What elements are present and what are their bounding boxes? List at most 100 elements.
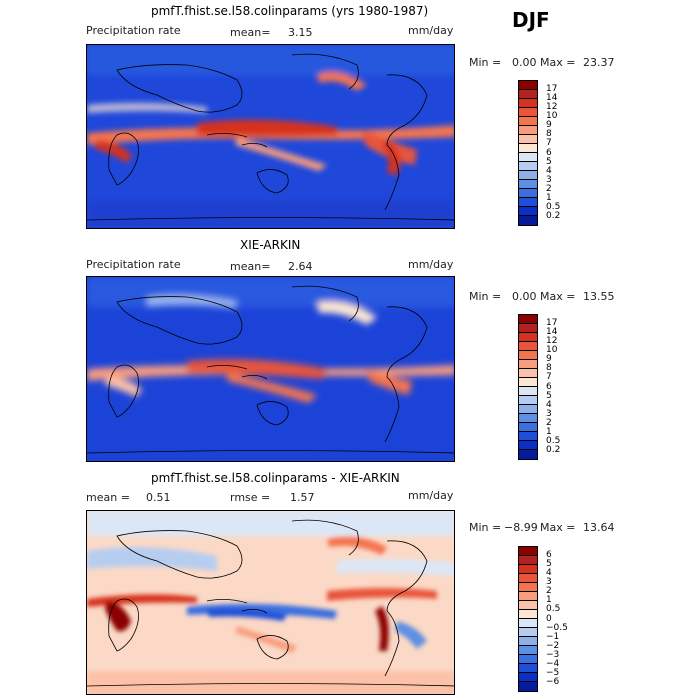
colorbar-tick-label: −5: [546, 668, 560, 679]
colorbar-swatch: [519, 351, 537, 360]
colorbar-swatch: [519, 117, 537, 126]
panel2-colorbar: [518, 314, 538, 460]
panel1-min-label: Min =: [469, 56, 502, 69]
colorbar-swatch: [519, 108, 537, 117]
colorbar-swatch: [519, 198, 537, 207]
colorbar-swatch: [519, 81, 537, 90]
panel1-max-value: 23.37: [583, 56, 615, 69]
panel1-mean-label: mean=: [230, 26, 271, 39]
colorbar-swatch: [519, 450, 537, 459]
colorbar-swatch: [519, 90, 537, 99]
panel3-mean-value: 0.51: [146, 491, 171, 504]
colorbar-tick-label: 7: [546, 372, 552, 383]
colorbar-tick-label: 4: [546, 165, 552, 176]
colorbar-tick-label: 12: [546, 335, 558, 346]
colorbar-tick-label: 0.5: [546, 604, 561, 615]
panel2-variable-label: Precipitation rate: [86, 258, 181, 271]
colorbar-swatch: [519, 610, 537, 619]
panel2-mean-label: mean=: [230, 260, 271, 273]
colorbar-swatch: [519, 333, 537, 342]
colorbar-tick-label: 3: [546, 408, 552, 419]
panel1-units: mm/day: [408, 24, 454, 37]
colorbar-swatch: [519, 628, 537, 637]
colorbar-swatch: [519, 414, 537, 423]
colorbar-tick-label: −4: [546, 659, 560, 670]
colorbar-tick-label: 0: [546, 613, 552, 624]
colorbar-tick-label: 4: [546, 399, 552, 410]
colorbar-swatch: [519, 423, 537, 432]
panel3-units: mm/day: [408, 489, 454, 502]
colorbar-tick-label: 5: [546, 558, 552, 569]
colorbar-swatch: [519, 153, 537, 162]
colorbar-tick-label: 7: [546, 138, 552, 149]
colorbar-tick-label: 6: [546, 381, 552, 392]
panel1-max-label: Max =: [540, 56, 576, 69]
colorbar-swatch: [519, 646, 537, 655]
colorbar-tick-label: 10: [546, 111, 558, 121]
colorbar-tick-label: 4: [546, 567, 552, 578]
colorbar-swatch: [519, 324, 537, 333]
colorbar-swatch: [519, 432, 537, 441]
panel3-difference-map: [86, 510, 455, 695]
panel2-title: XIE-ARKIN: [240, 238, 301, 252]
colorbar-swatch: [519, 556, 537, 565]
colorbar-swatch: [519, 637, 537, 646]
colorbar-swatch: [519, 162, 537, 171]
colorbar-tick-label: −3: [546, 650, 560, 660]
colorbar-tick-label: −1: [546, 631, 560, 642]
colorbar-tick-label: 8: [546, 363, 552, 374]
panel2-units: mm/day: [408, 258, 454, 271]
colorbar-swatch: [519, 180, 537, 189]
colorbar-swatch: [519, 216, 537, 225]
colorbar-swatch: [519, 601, 537, 610]
colorbar-tick-label: 3: [546, 174, 552, 185]
panel3-max-value: 13.64: [583, 521, 615, 534]
panel3-title: pmfT.fhist.se.l58.colinparams - XIE-ARKI…: [151, 471, 400, 485]
panel2-min-value: 0.00: [512, 290, 537, 303]
colorbar-tick-label: −2: [546, 640, 560, 651]
colorbar-tick-label: 1: [546, 427, 552, 438]
colorbar-tick-label: 1: [546, 595, 552, 606]
colorbar-swatch: [519, 207, 537, 216]
colorbar-swatch: [519, 369, 537, 378]
colorbar-tick-label: 1: [546, 193, 552, 204]
colorbar-tick-label: 2: [546, 184, 552, 194]
colorbar-tick-label: 0.5: [546, 436, 561, 447]
colorbar-swatch: [519, 664, 537, 673]
colorbar-tick-label: 0.2: [546, 445, 561, 456]
panel3-rmse-label: rmse =: [230, 491, 271, 504]
colorbar-swatch: [519, 135, 537, 144]
panel1-colorbar: [518, 80, 538, 226]
colorbar-swatch: [519, 189, 537, 198]
colorbar-swatch: [519, 583, 537, 592]
colorbar-swatch: [519, 360, 537, 369]
colorbar-tick-label: 5: [546, 390, 552, 401]
colorbar-tick-label: 12: [546, 101, 558, 112]
panel1-min-value: 0.00: [512, 56, 537, 69]
colorbar-swatch: [519, 405, 537, 414]
colorbar-tick-label: −6: [546, 677, 560, 688]
colorbar-tick-label: 17: [546, 83, 558, 94]
colorbar-swatch: [519, 387, 537, 396]
colorbar-tick-label: 5: [546, 156, 552, 167]
colorbar-tick-label: 14: [546, 92, 558, 103]
colorbar-tick-label: −0.5: [546, 622, 568, 633]
colorbar-swatch: [519, 547, 537, 556]
colorbar-tick-label: 14: [546, 326, 558, 337]
colorbar-swatch: [519, 342, 537, 351]
panel1-title: pmfT.fhist.se.l58.colinparams (yrs 1980-…: [151, 4, 429, 18]
colorbar-swatch: [519, 565, 537, 574]
panel3-colorbar: [518, 546, 538, 692]
colorbar-swatch: [519, 682, 537, 691]
panel3-rmse-value: 1.57: [290, 491, 315, 504]
colorbar-swatch: [519, 378, 537, 387]
panel2-map-field: [87, 277, 454, 461]
panel2-max-label: Max =: [540, 290, 576, 303]
panel3-max-label: Max =: [540, 521, 576, 534]
panel2-min-label: Min =: [469, 290, 502, 303]
panel2-max-value: 13.55: [583, 290, 615, 303]
panel1-mean-value: 3.15: [288, 26, 313, 39]
colorbar-swatch: [519, 171, 537, 180]
colorbar-tick-label: 9: [546, 120, 552, 131]
panel1-precip-map: [86, 44, 455, 229]
